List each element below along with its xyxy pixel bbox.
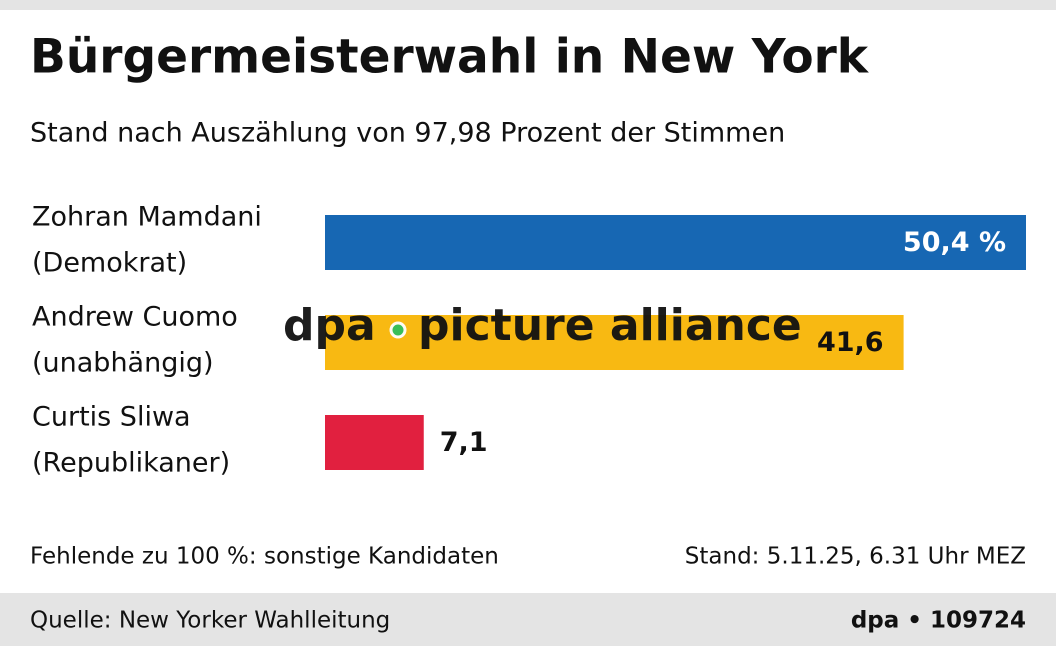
bar xyxy=(325,415,424,470)
value-label: 50,4 % xyxy=(903,227,1006,258)
date-note: Stand: 5.11.25, 6.31 Uhr MEZ xyxy=(685,544,1026,570)
source: Quelle: New Yorker Wahlleitung xyxy=(30,608,390,634)
bars: Zohran Mamdani (Demokrat) 50,4 % Andrew Cuo… xyxy=(32,202,1026,479)
category-label: Zohran Mamdani xyxy=(32,202,262,233)
note: Fehlende zu 100 %: sonstige Kandidaten xyxy=(30,544,499,570)
value-label: 41,6 xyxy=(817,327,884,358)
watermark-text: dpa xyxy=(283,300,376,351)
category-label: (Demokrat) xyxy=(32,248,187,279)
credit: dpa • 109724 xyxy=(851,608,1026,634)
watermark-dot xyxy=(389,321,407,339)
value-label: 7,1 xyxy=(440,427,488,458)
chart-title: Bürgermeisterwahl in New York xyxy=(30,30,870,85)
footer-band xyxy=(0,593,1056,646)
category-label: Curtis Sliwa xyxy=(32,402,191,433)
bar xyxy=(325,315,904,370)
chart-subtitle: Stand nach Auszählung von 97,98 Prozent … xyxy=(30,118,785,149)
category-label: (Republikaner) xyxy=(32,448,230,479)
top-band xyxy=(0,0,1056,10)
watermark-text: picture alliance xyxy=(418,300,802,351)
watermark: dpa picture alliance xyxy=(283,300,802,351)
category-label: (unabhängig) xyxy=(32,348,214,379)
bar xyxy=(325,215,1026,270)
category-label: Andrew Cuomo xyxy=(32,302,238,333)
